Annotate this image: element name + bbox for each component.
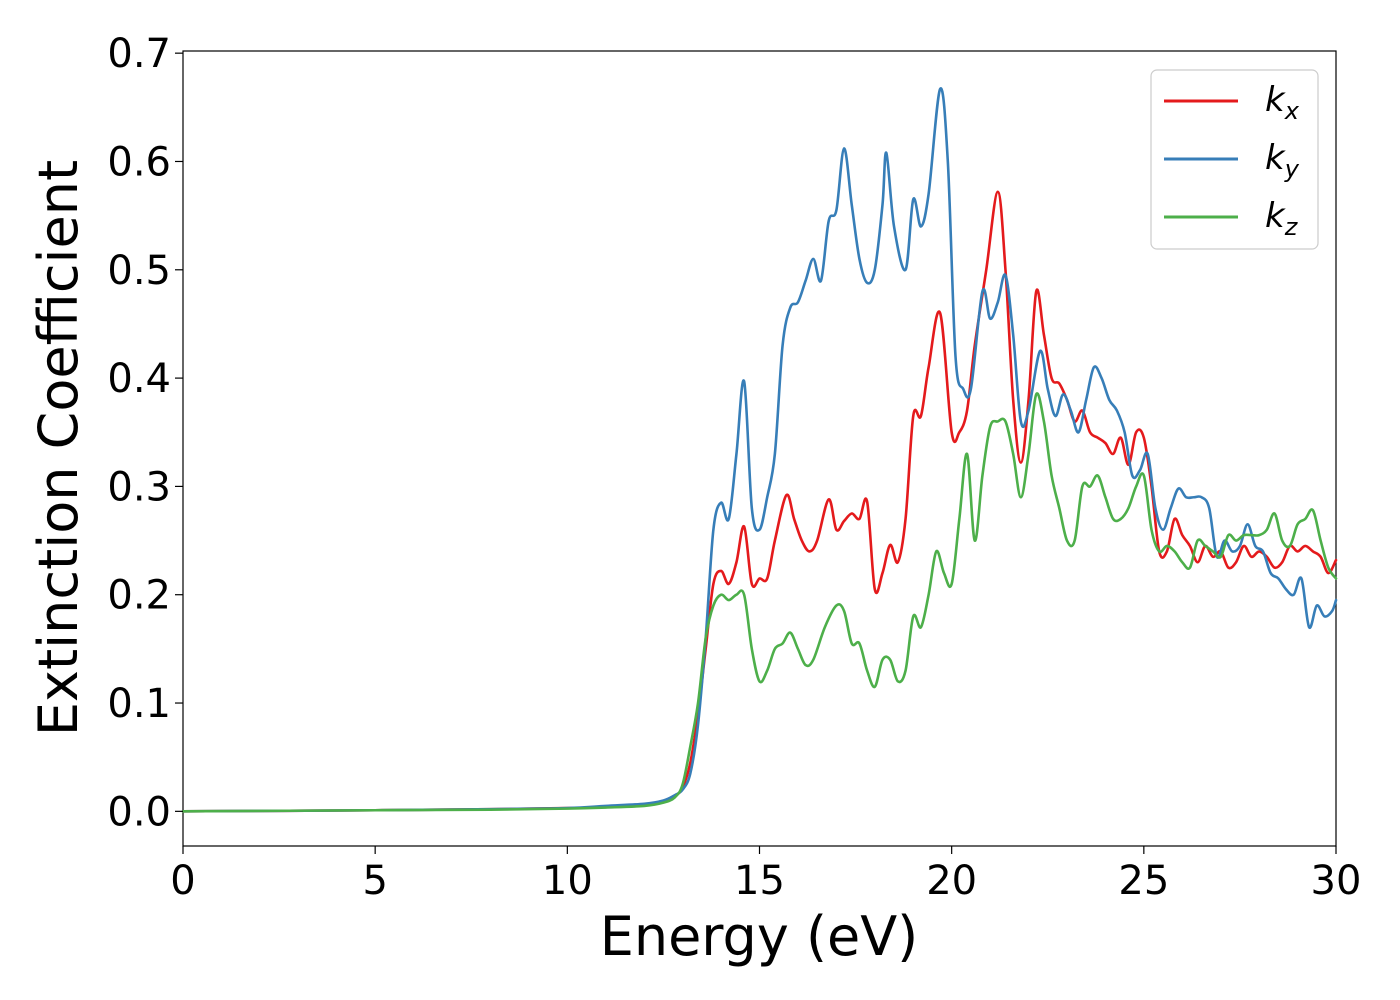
x-tick-label: 5 (362, 858, 387, 904)
x-tick-label: 20 (926, 858, 977, 904)
legend-label-main: k (1265, 80, 1286, 120)
y-axis-label: Extinction Coefficient (27, 160, 90, 736)
x-tick-label: 10 (542, 858, 593, 904)
y-tick-label: 0.1 (107, 681, 171, 727)
legend-label-main: k (1265, 196, 1286, 236)
legend-label-subscript: z (1284, 213, 1299, 241)
x-tick-label: 25 (1118, 858, 1169, 904)
legend-label-kz: kz (1265, 196, 1299, 241)
y-tick-label: 0.6 (107, 139, 171, 185)
series-line-kx (181, 190, 1338, 813)
series-line-kz (181, 392, 1338, 813)
y-axis-ticks: 0.0 0.1 0.2 0.3 0.4 0.5 0.6 0.7 (107, 31, 183, 835)
series-layer (181, 87, 1338, 813)
y-tick-label: 0.2 (107, 573, 171, 619)
y-tick-label: 0.4 (107, 356, 171, 402)
legend-label-ky: ky (1265, 138, 1300, 183)
y-tick-label: 0.5 (107, 248, 171, 294)
x-tick-label: 15 (734, 858, 785, 904)
legend-label-main: k (1265, 138, 1286, 178)
legend-label-subscript: x (1284, 97, 1300, 125)
legend-label-kx: kx (1265, 80, 1300, 125)
legend-label-subscript: y (1284, 155, 1300, 183)
x-tick-label: 30 (1311, 858, 1362, 904)
y-tick-label: 0.3 (107, 464, 171, 510)
x-axis-ticks: 0 5 10 15 20 25 30 (170, 846, 1361, 904)
y-tick-label: 0.7 (107, 31, 171, 77)
y-tick-label: 0.0 (107, 789, 171, 835)
x-tick-label: 0 (170, 858, 195, 904)
x-axis-label: Energy (eV) (600, 905, 919, 968)
